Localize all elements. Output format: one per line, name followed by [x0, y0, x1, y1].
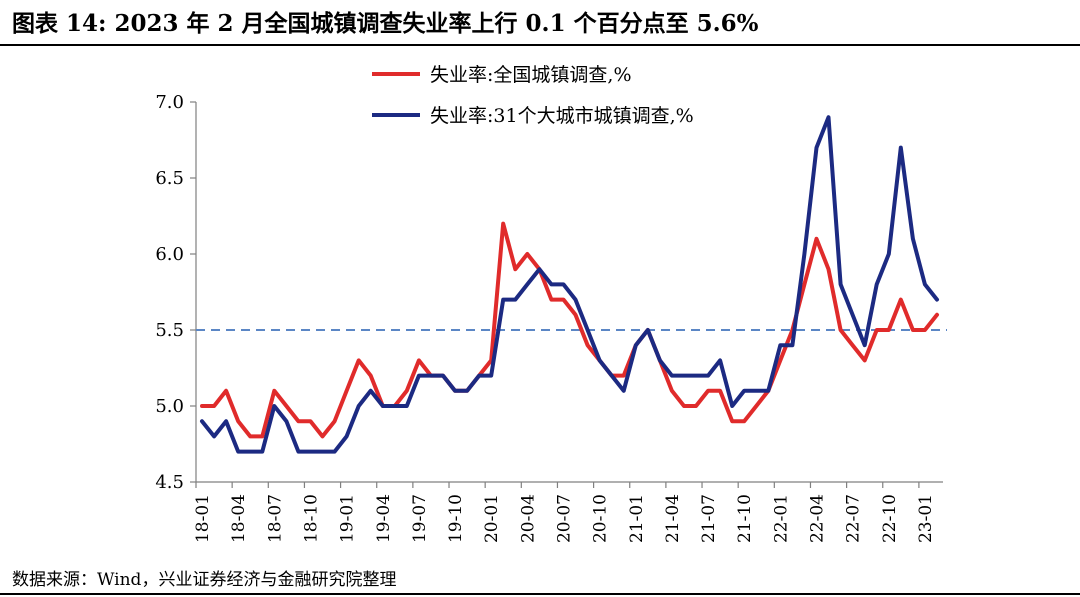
x-tick-label: 18-01: [193, 494, 213, 543]
y-tick-label: 7.0: [155, 92, 184, 113]
y-tick-label: 5.5: [155, 320, 184, 341]
y-tick-label: 4.5: [155, 472, 184, 493]
x-tick-label: 19-07: [410, 494, 430, 543]
source-note: 数据来源：Wind，兴业证券经济与金融研究院整理: [12, 570, 397, 590]
legend-label-national: 失业率:全国城镇调查,%: [430, 64, 632, 86]
series-group: [200, 115, 939, 454]
series-line-national: [200, 221, 939, 439]
x-tick-label: 20-04: [518, 494, 538, 543]
legend-label-31-cities: 失业率:31个大城市城镇调查,%: [430, 105, 694, 127]
y-tick-label: 5.0: [155, 396, 184, 417]
line-chart: 4.55.05.56.06.57.0 18-01 18-04 18-07 18-10 1…: [155, 64, 947, 543]
x-tick-label: 22-04: [807, 494, 827, 543]
x-tick-label: 21-10: [735, 494, 755, 543]
y-axis: 4.5 5.0 5.5 6.0 6.5 7.0: [155, 92, 197, 493]
y-tick-label: 6.5: [155, 168, 184, 189]
figure-title: 图表 14: 2023 年 2 月全国城镇调查失业率上行 0.1 个百分点至 5…: [12, 10, 759, 37]
x-tick-label: 22-07: [844, 494, 864, 543]
bottom-rule: [0, 593, 1080, 595]
x-tick-label: 22-10: [880, 494, 900, 543]
x-tick-label: 19-04: [374, 494, 394, 543]
legend: 失业率:全国城镇调查,% 失业率:31个大城市城镇调查,%: [372, 64, 694, 127]
x-tick-label: 21-04: [663, 494, 683, 543]
x-tick-label: 23-01: [916, 494, 936, 543]
x-tick-label: 22-01: [771, 494, 791, 543]
x-tick-label: 21-01: [627, 494, 647, 543]
x-tick-label: 20-01: [482, 494, 502, 543]
x-tick-label: 18-07: [265, 494, 285, 543]
y-tick-label: 6.0: [155, 244, 184, 265]
x-tick-label: 18-10: [301, 494, 321, 543]
x-tick-label: 21-07: [699, 494, 719, 543]
series-line-31-cities: [200, 115, 939, 454]
x-tick-label: 20-10: [591, 494, 611, 543]
title-rule: [0, 44, 1080, 46]
x-tick-label: 20-07: [554, 494, 574, 543]
x-tick-label: 19-10: [446, 494, 466, 543]
x-tick-label: 18-04: [229, 494, 249, 543]
x-axis: 18-01 18-04 18-07 18-10 19-01 19-04 19-07 19-10…: [193, 481, 943, 543]
x-tick-label: 19-01: [338, 494, 358, 543]
